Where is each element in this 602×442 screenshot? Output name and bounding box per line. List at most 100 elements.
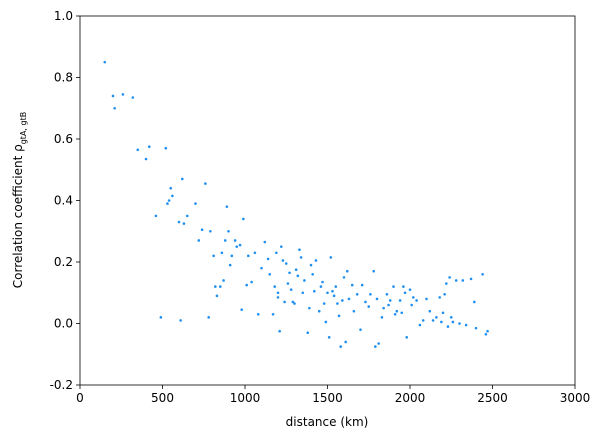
point (273, 285, 277, 288)
point (268, 273, 272, 276)
point (448, 276, 451, 279)
point (240, 308, 243, 311)
point (136, 148, 140, 152)
point (334, 285, 338, 288)
y-axis-label-group: Correlation coefficient ρgtA, gtB (11, 112, 28, 288)
point (372, 269, 376, 273)
point (148, 145, 151, 148)
point (169, 186, 173, 190)
point (326, 291, 329, 295)
point (111, 94, 115, 98)
point (418, 323, 422, 327)
point (431, 319, 435, 322)
point (260, 266, 263, 270)
point (289, 288, 293, 291)
point (484, 332, 488, 336)
point (299, 256, 303, 259)
point (230, 254, 234, 258)
point (324, 320, 328, 324)
point (121, 93, 125, 96)
point (435, 316, 438, 319)
point (486, 329, 489, 333)
point (238, 243, 242, 247)
point (215, 294, 219, 298)
point (288, 271, 291, 275)
point (154, 214, 158, 218)
point (276, 291, 280, 295)
x-tick-label: 1000 (230, 391, 261, 405)
point (167, 199, 171, 202)
point (327, 336, 331, 339)
point (451, 320, 455, 324)
point (293, 302, 296, 305)
point (473, 300, 476, 304)
point (179, 319, 182, 322)
point (314, 259, 318, 262)
point (247, 254, 250, 258)
point (144, 157, 148, 161)
point (242, 217, 245, 221)
point (405, 336, 409, 339)
point (280, 245, 283, 248)
point (313, 289, 316, 293)
point (469, 277, 473, 281)
point (303, 279, 306, 282)
y-tick-label: 0.4 (54, 194, 73, 208)
point (131, 96, 135, 99)
point (319, 285, 323, 288)
point (227, 229, 230, 233)
point (185, 214, 189, 218)
point (171, 194, 174, 198)
point (103, 60, 107, 64)
point (412, 296, 415, 299)
x-tick-label: 2500 (477, 391, 508, 405)
point (415, 299, 418, 302)
point (256, 312, 260, 316)
plot-frame (79, 15, 576, 386)
point (398, 299, 402, 302)
point (402, 285, 405, 288)
point (449, 316, 453, 319)
point (458, 322, 461, 325)
point (166, 202, 169, 205)
point (339, 345, 343, 348)
y-axis-label-subscript: gtA, gtB (19, 112, 28, 144)
point (222, 279, 225, 282)
point (309, 263, 313, 267)
point (454, 279, 458, 282)
point (360, 283, 364, 287)
point (474, 326, 478, 330)
point (393, 312, 397, 316)
y-axis-label: Correlation coefficient ρgtA, gtB (11, 112, 28, 288)
point (369, 292, 372, 296)
point (159, 316, 163, 319)
point (395, 309, 399, 313)
point (375, 297, 379, 301)
point (209, 229, 212, 233)
point (177, 220, 181, 224)
point (410, 303, 413, 307)
point (421, 319, 425, 322)
y-tick-label: -0.2 (50, 378, 73, 392)
point (408, 288, 412, 291)
point (374, 345, 377, 348)
point (445, 282, 448, 285)
point (212, 254, 215, 258)
point (364, 300, 367, 304)
point (350, 283, 354, 287)
point (440, 320, 443, 324)
point (204, 182, 207, 185)
point (344, 340, 347, 344)
point (443, 292, 446, 296)
point (214, 285, 217, 288)
point (461, 279, 465, 282)
point (359, 328, 362, 331)
point (296, 274, 300, 278)
point (245, 283, 248, 287)
point (336, 302, 339, 305)
point (311, 273, 314, 276)
point (197, 239, 201, 242)
point (403, 291, 407, 295)
point (306, 331, 310, 335)
